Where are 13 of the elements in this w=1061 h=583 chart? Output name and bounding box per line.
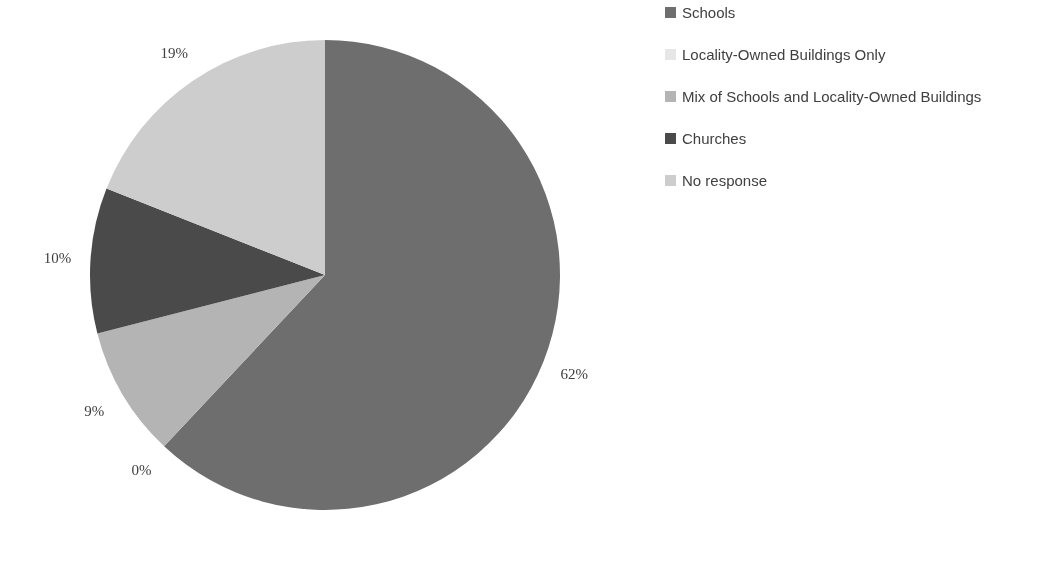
pie-slice <box>90 188 325 334</box>
pie-slice <box>106 40 325 275</box>
pie-slice <box>164 40 560 510</box>
data-label: 62% <box>560 365 588 382</box>
data-label: 9% <box>84 403 105 420</box>
legend-label: Mix of Schools and Locality-Owned Buildings <box>682 87 982 105</box>
data-label: 19% <box>160 45 189 62</box>
data-label: 10% <box>43 250 72 267</box>
legend-label: Churches <box>682 129 747 147</box>
legend-label: Locality-Owned Buildings Only <box>682 45 886 63</box>
legend-label: Schools <box>682 3 736 21</box>
legend-label: No response <box>682 171 768 189</box>
text: 0% <box>131 462 152 479</box>
